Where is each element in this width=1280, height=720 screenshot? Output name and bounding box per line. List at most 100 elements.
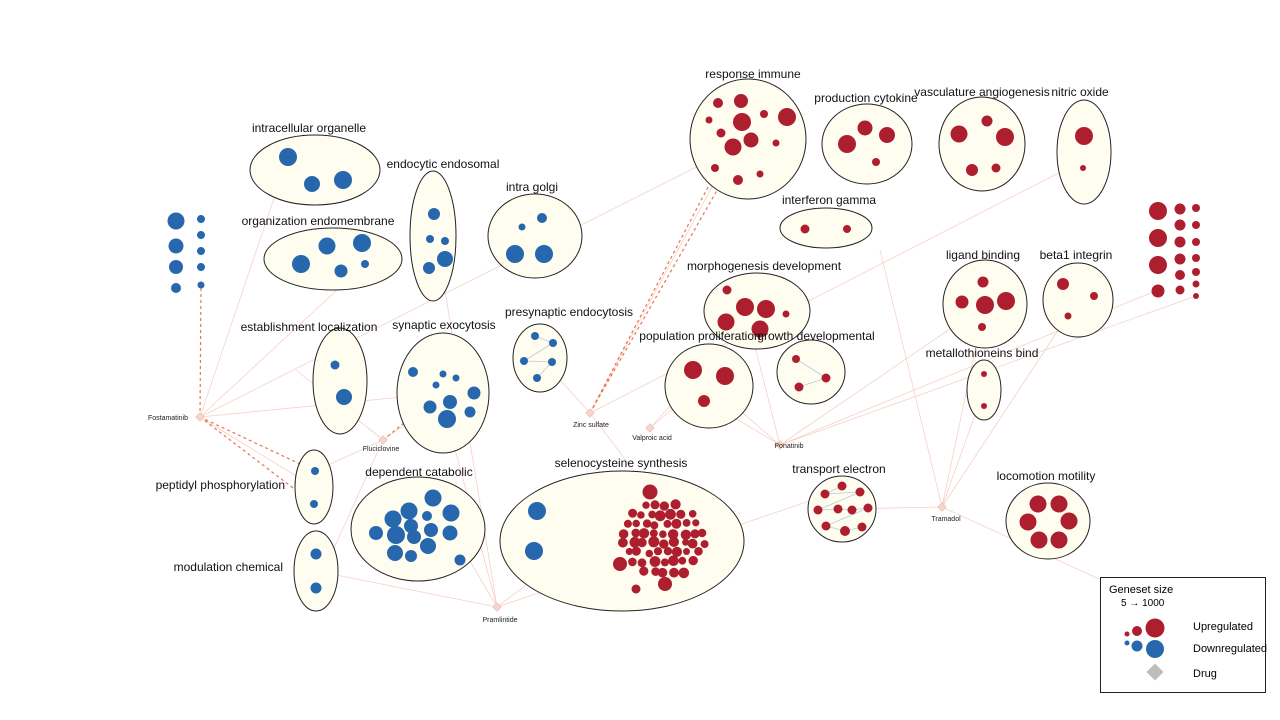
- upregulated-gene-set-node[interactable]: [658, 577, 672, 591]
- upregulated-gene-set-node[interactable]: [613, 557, 627, 571]
- upregulated-gene-set-node[interactable]: [855, 487, 865, 497]
- upregulated-gene-set-node[interactable]: [760, 110, 768, 118]
- downregulated-gene-set-node[interactable]: [369, 526, 383, 540]
- upregulated-gene-set-node[interactable]: [649, 529, 658, 538]
- upregulated-gene-set-node[interactable]: [981, 371, 987, 377]
- upregulated-gene-set-node[interactable]: [623, 519, 632, 528]
- downregulated-gene-set-node[interactable]: [432, 381, 440, 389]
- upregulated-gene-set-node[interactable]: [872, 158, 880, 166]
- upregulated-gene-set-node[interactable]: [648, 536, 660, 548]
- drug-diamond[interactable]: [775, 440, 785, 450]
- downregulated-gene-set-node[interactable]: [422, 511, 432, 521]
- upregulated-gene-set-node[interactable]: [716, 128, 726, 138]
- cluster-peptidyl-phosphorylation[interactable]: peptidyl phosphorylation: [156, 449, 334, 525]
- downregulated-gene-set-node[interactable]: [311, 467, 319, 475]
- cluster-selenocysteine-synthesis[interactable]: selenocysteine synthesis: [499, 456, 745, 612]
- downregulated-gene-set-node[interactable]: [531, 332, 539, 340]
- upregulated-gene-set-node[interactable]: [678, 567, 690, 579]
- downregulated-gene-set-node[interactable]: [384, 510, 402, 528]
- upregulated-gene-set-node[interactable]: [722, 285, 732, 295]
- downregulated-gene-set-node[interactable]: [197, 215, 205, 223]
- upregulated-gene-set-node[interactable]: [857, 522, 867, 532]
- cluster-modulation-chemical[interactable]: modulation chemical: [174, 530, 339, 612]
- upregulated-gene-set-node[interactable]: [733, 113, 751, 131]
- cluster-beta1-integrin[interactable]: beta1 integrin: [1040, 248, 1114, 338]
- upregulated-gene-set-node[interactable]: [1057, 278, 1069, 290]
- downregulated-gene-set-node[interactable]: [452, 374, 460, 382]
- upregulated-gene-set-node[interactable]: [1193, 293, 1199, 299]
- cluster-establishment-localization[interactable]: establishment localization: [241, 320, 378, 435]
- upregulated-gene-set-node[interactable]: [821, 521, 831, 531]
- upregulated-gene-set-node[interactable]: [1030, 531, 1048, 549]
- upregulated-gene-set-node[interactable]: [690, 529, 700, 539]
- cluster-locomotion-motility[interactable]: locomotion motility: [997, 469, 1096, 560]
- upregulated-gene-set-node[interactable]: [1060, 512, 1078, 530]
- upregulated-gene-set-node[interactable]: [1192, 268, 1200, 276]
- upregulated-gene-set-node[interactable]: [687, 538, 698, 549]
- downregulated-gene-set-node[interactable]: [467, 386, 481, 400]
- downregulated-gene-set-node[interactable]: [361, 260, 369, 268]
- upregulated-gene-set-node[interactable]: [800, 224, 810, 234]
- downregulated-gene-set-node[interactable]: [292, 255, 310, 273]
- upregulated-gene-set-node[interactable]: [981, 403, 987, 409]
- upregulated-gene-set-node[interactable]: [1192, 238, 1200, 246]
- upregulated-gene-set-node[interactable]: [1151, 284, 1165, 298]
- downregulated-gene-set-node[interactable]: [353, 234, 371, 252]
- drug-diamond[interactable]: [645, 423, 655, 433]
- downregulated-gene-set-node[interactable]: [408, 367, 418, 377]
- upregulated-gene-set-node[interactable]: [700, 540, 709, 549]
- upregulated-gene-set-node[interactable]: [694, 547, 703, 556]
- cluster-intracellular-organelle[interactable]: intracellular organelle: [249, 121, 381, 206]
- upregulated-gene-set-node[interactable]: [631, 528, 641, 538]
- upregulated-gene-set-node[interactable]: [618, 529, 629, 539]
- upregulated-gene-set-node[interactable]: [683, 548, 690, 555]
- upregulated-gene-set-node[interactable]: [857, 120, 873, 136]
- downregulated-gene-set-node[interactable]: [197, 281, 205, 289]
- cluster-intra-golgi[interactable]: intra golgi: [487, 180, 583, 279]
- upregulated-gene-set-node[interactable]: [678, 556, 687, 565]
- upregulated-gene-set-node[interactable]: [713, 98, 723, 108]
- downregulated-gene-set-node[interactable]: [330, 360, 340, 370]
- downregulated-gene-set-node[interactable]: [167, 212, 185, 230]
- upregulated-gene-set-node[interactable]: [1192, 204, 1200, 212]
- downregulated-gene-set-node[interactable]: [533, 374, 541, 382]
- downregulated-gene-set-node[interactable]: [525, 542, 543, 560]
- upregulated-gene-set-node[interactable]: [1174, 253, 1186, 265]
- downregulated-gene-set-node[interactable]: [407, 530, 421, 544]
- upregulated-gene-set-node[interactable]: [1149, 202, 1167, 220]
- upregulated-gene-set-node[interactable]: [650, 500, 660, 510]
- upregulated-gene-set-node[interactable]: [663, 547, 673, 556]
- drug-fostamatinib[interactable]: Fostamatinib: [148, 412, 205, 422]
- upregulated-gene-set-node[interactable]: [772, 139, 780, 147]
- downregulated-gene-set-node[interactable]: [310, 582, 322, 594]
- cluster-presynaptic-endocytosis[interactable]: presynaptic endocytosis: [505, 305, 633, 393]
- upregulated-gene-set-node[interactable]: [642, 519, 652, 528]
- upregulated-gene-set-node[interactable]: [1019, 513, 1037, 531]
- upregulated-gene-set-node[interactable]: [659, 539, 669, 549]
- drug-tramadol[interactable]: Tramadol: [931, 502, 961, 523]
- upregulated-gene-set-node[interactable]: [756, 170, 764, 178]
- upregulated-gene-set-node[interactable]: [668, 536, 680, 548]
- cluster-interferon-gamma[interactable]: interferon gamma: [779, 193, 876, 249]
- upregulated-gene-set-node[interactable]: [847, 505, 857, 515]
- downregulated-gene-set-node[interactable]: [506, 245, 524, 263]
- upregulated-gene-set-node[interactable]: [659, 501, 669, 511]
- upregulated-gene-set-node[interactable]: [631, 546, 641, 556]
- upregulated-gene-set-node[interactable]: [997, 292, 1015, 310]
- upregulated-gene-set-node[interactable]: [978, 323, 986, 331]
- upregulated-gene-set-node[interactable]: [688, 510, 697, 518]
- drug-diamond[interactable]: [492, 602, 502, 612]
- downregulated-gene-set-node[interactable]: [169, 260, 183, 274]
- upregulated-gene-set-node[interactable]: [977, 276, 989, 288]
- upregulated-gene-set-node[interactable]: [757, 300, 775, 318]
- downregulated-gene-set-node[interactable]: [387, 545, 403, 561]
- cluster-metallothioneins-bind[interactable]: metallothioneins bind: [926, 346, 1039, 421]
- downregulated-gene-set-node[interactable]: [535, 245, 553, 263]
- downregulated-gene-set-node[interactable]: [334, 264, 348, 278]
- upregulated-gene-set-node[interactable]: [1050, 495, 1068, 513]
- upregulated-gene-set-node[interactable]: [1029, 495, 1047, 513]
- upregulated-gene-set-node[interactable]: [821, 373, 831, 383]
- upregulated-gene-set-node[interactable]: [838, 135, 856, 153]
- upregulated-gene-set-node[interactable]: [840, 526, 850, 536]
- cluster-ligand-binding[interactable]: ligand binding: [942, 248, 1028, 349]
